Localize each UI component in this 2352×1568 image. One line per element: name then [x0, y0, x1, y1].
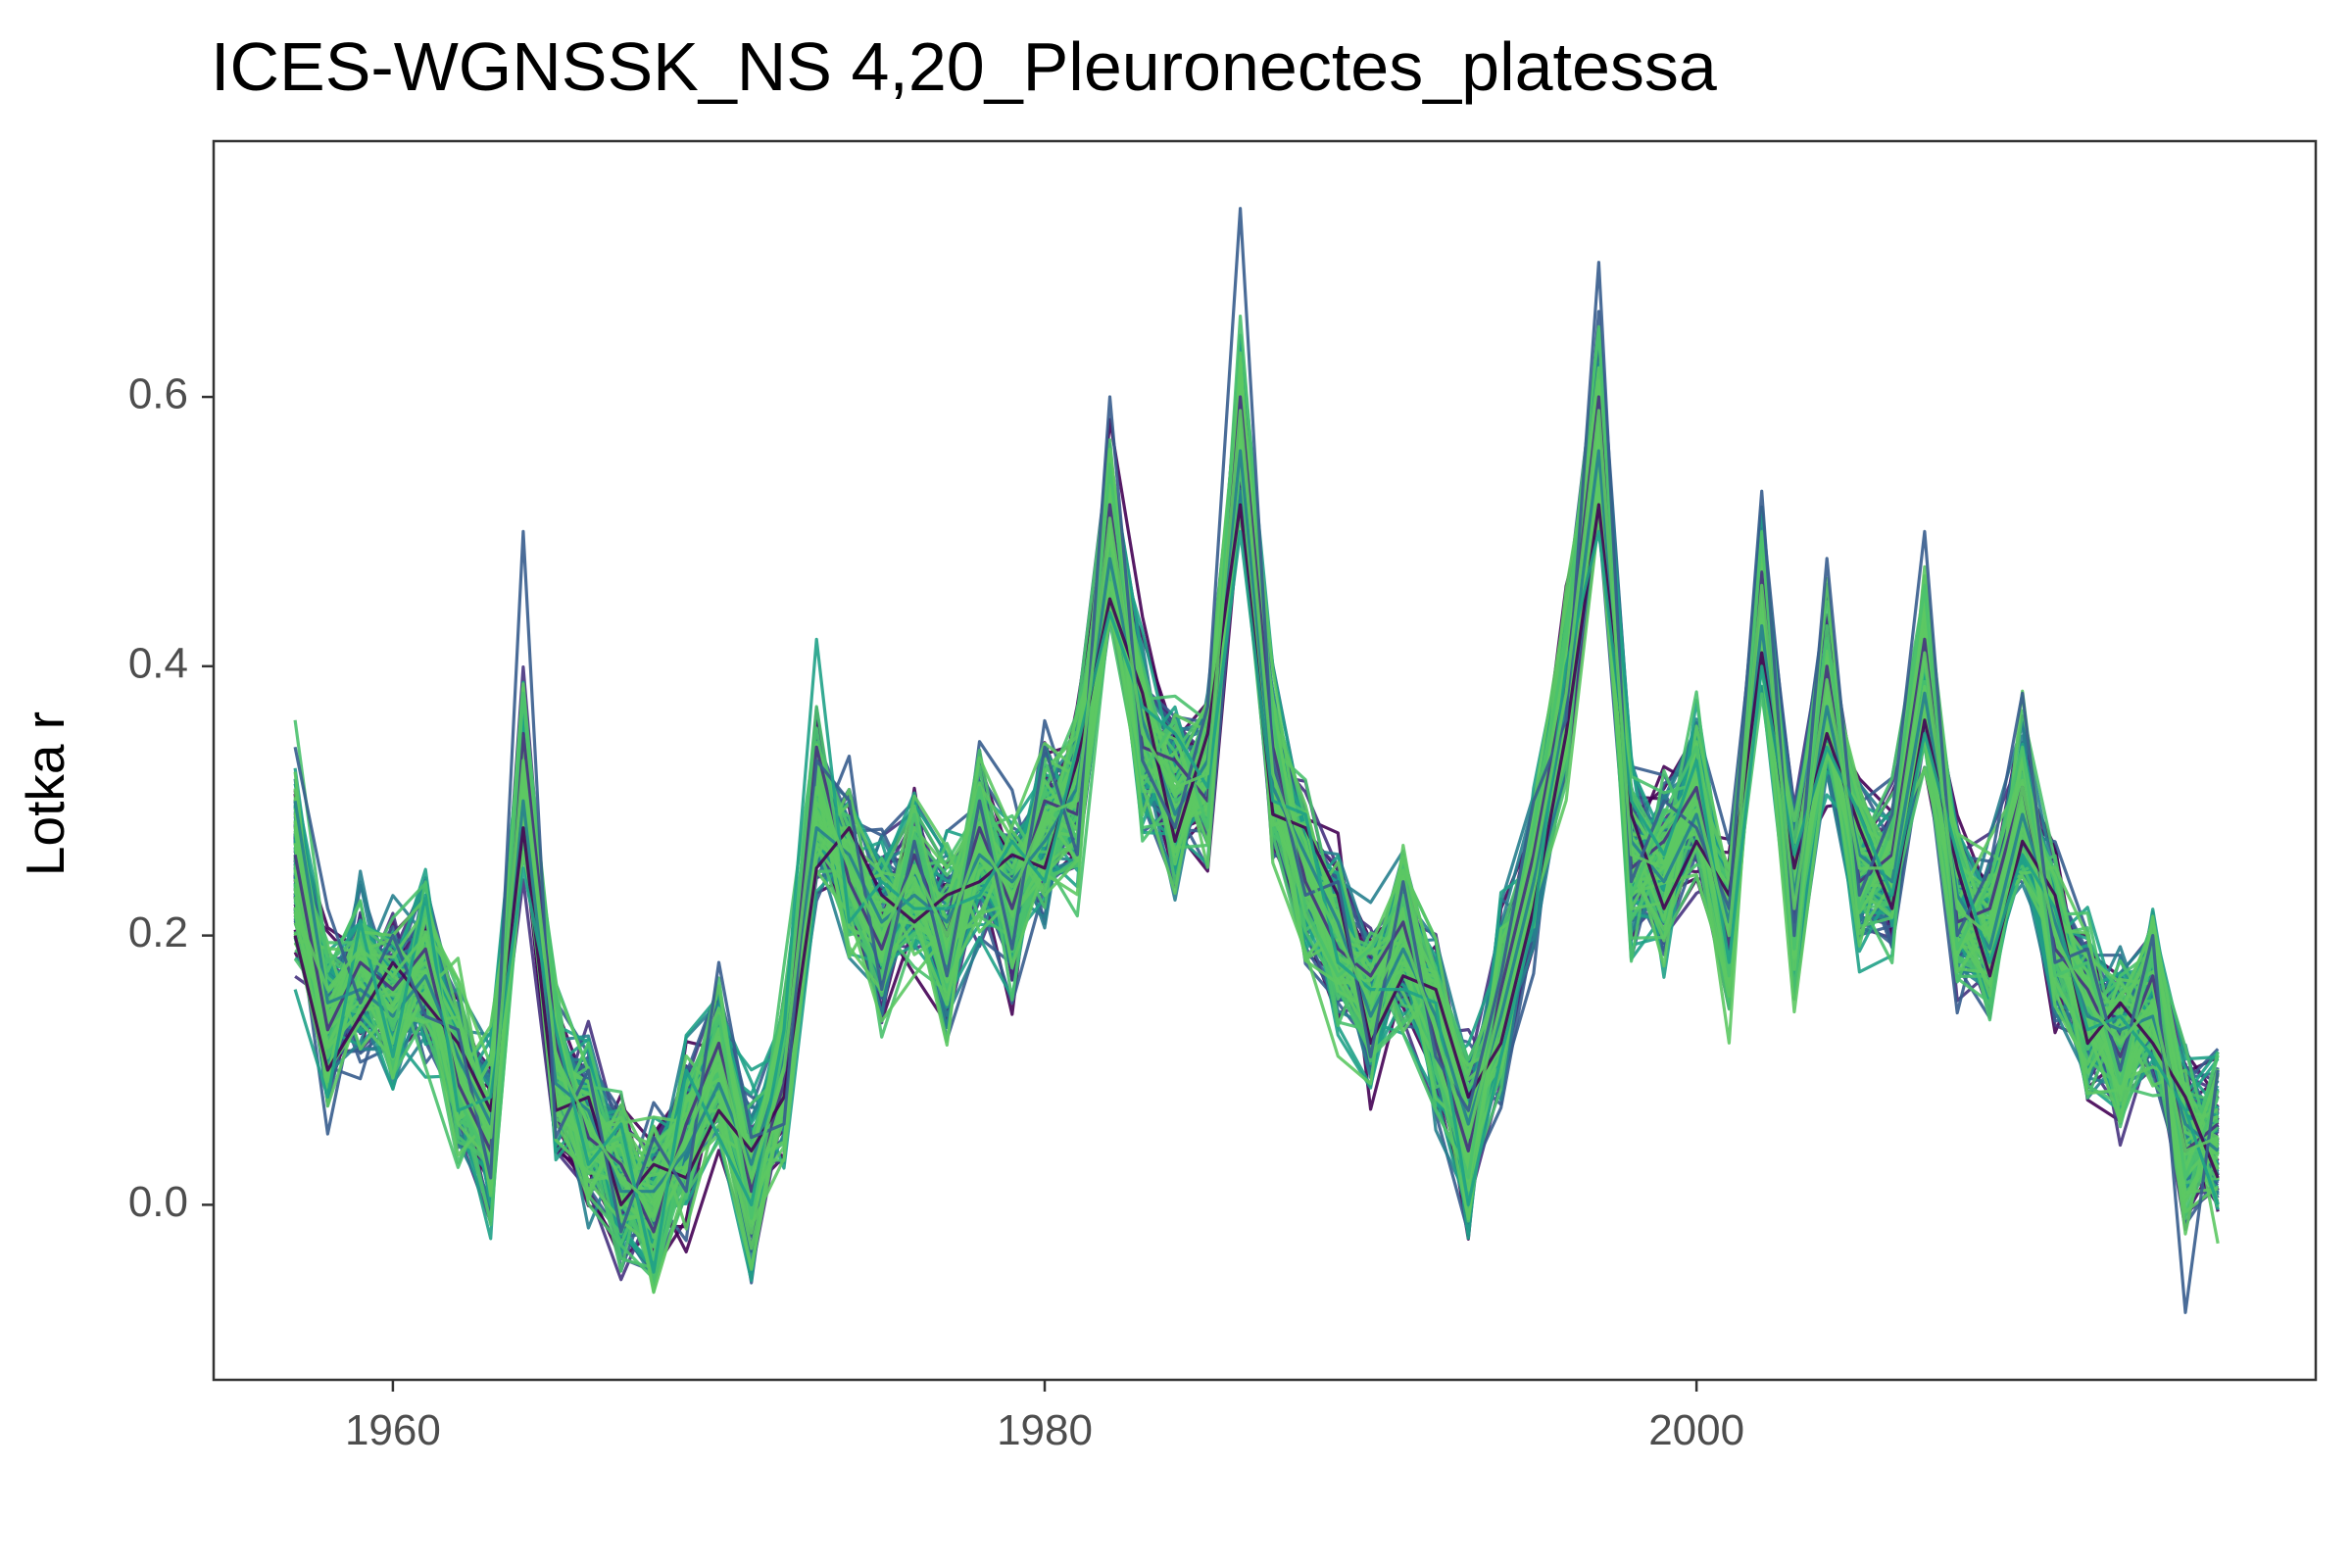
series-layer — [293, 207, 2220, 1314]
series-line-2 — [293, 315, 2220, 1260]
series-line-5 — [293, 529, 2220, 1274]
chart-title: ICES-WGNSSK_NS 4,20_Pleuronectes_platess… — [211, 28, 1717, 105]
x-tick-label-2000: 2000 — [1648, 1406, 1744, 1454]
y-axis-label: Lotka r — [15, 711, 75, 876]
x-tick-label-1960: 1960 — [345, 1406, 441, 1454]
series-line-4 — [293, 207, 2220, 1314]
y-axis: 0.0 0.2 0.4 0.6 — [128, 370, 214, 1226]
y-tick-label-0.6: 0.6 — [128, 370, 188, 418]
series-line-0 — [293, 395, 2220, 1234]
y-tick-label-0.4: 0.4 — [128, 639, 188, 687]
plot-panel-border — [212, 139, 2318, 1382]
y-tick-label-0: 0.0 — [128, 1178, 188, 1226]
series-line-1 — [293, 449, 2220, 1194]
x-axis: 1960 1980 2000 — [345, 1380, 1744, 1454]
series-line-6 — [293, 409, 2219, 1206]
y-tick-label-0.2: 0.2 — [128, 908, 188, 956]
x-tick-label-1980: 1980 — [997, 1406, 1093, 1454]
